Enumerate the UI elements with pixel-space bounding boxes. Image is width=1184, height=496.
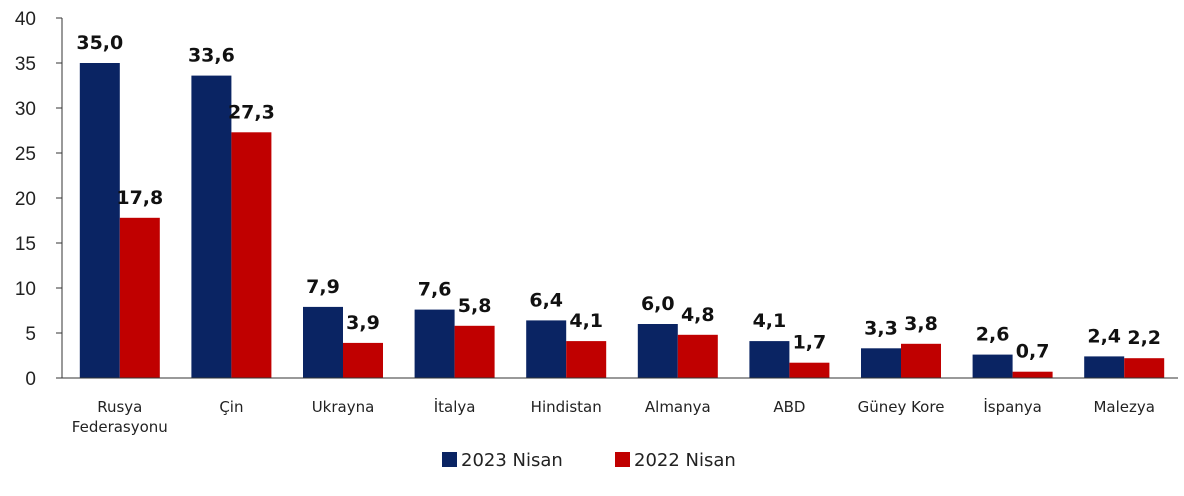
bar-2022	[566, 341, 606, 378]
y-tick-label: 35	[15, 54, 36, 75]
data-label: 4,1	[753, 310, 787, 332]
y-axis: 0 5 10 15 20 25 30 35 40	[15, 9, 62, 390]
x-category-label: Ukrayna	[312, 398, 375, 416]
x-category-label: İtalya	[434, 397, 476, 416]
data-label: 2,6	[976, 324, 1010, 346]
y-tick-label: 30	[15, 99, 36, 120]
data-label: 5,8	[458, 295, 492, 317]
legend-swatch	[615, 452, 630, 467]
data-label: 6,4	[529, 289, 563, 311]
data-label: 0,7	[1016, 341, 1050, 363]
x-category-label: Almanya	[645, 398, 711, 416]
x-axis: Rusya Federasyonu Çin Ukrayna İtalya Hindista…	[62, 378, 1178, 436]
bar-2023	[973, 355, 1013, 378]
data-label: 3,9	[346, 312, 380, 334]
y-tick-label: 0	[25, 369, 36, 390]
y-tick-label: 10	[15, 279, 36, 300]
data-label: 7,9	[306, 276, 340, 298]
legend-label: 2023 Nisan	[461, 450, 563, 471]
data-label: 7,6	[418, 279, 452, 301]
y-tick-label: 40	[15, 9, 36, 30]
bar-2023	[526, 320, 566, 378]
legend-label: 2022 Nisan	[634, 450, 736, 471]
data-label: 3,8	[904, 313, 938, 335]
bar-2022	[343, 343, 383, 378]
legend: 2023 Nisan 2022 Nisan	[442, 450, 736, 471]
data-label: 27,3	[228, 101, 275, 123]
y-tick-label: 5	[25, 324, 36, 345]
bar-2022	[1013, 372, 1053, 378]
bar-2023	[749, 341, 789, 378]
x-category-label: İspanya	[983, 397, 1042, 416]
x-category-label: Rusya Federasyonu	[72, 398, 168, 436]
x-category-label: Malezya	[1093, 398, 1154, 416]
x-category-label: ABD	[773, 398, 805, 416]
data-label: 4,8	[681, 304, 715, 326]
x-category-label: Çin	[219, 398, 243, 416]
data-label: 2,2	[1127, 327, 1161, 349]
bar-2023	[861, 348, 901, 378]
bar-2022	[455, 326, 495, 378]
data-label: 6,0	[641, 293, 675, 315]
bar-2022	[1124, 358, 1164, 378]
data-label: 4,1	[569, 310, 603, 332]
bar-2022	[678, 335, 718, 378]
data-label: 33,6	[188, 45, 235, 67]
x-category-label: Güney Kore	[858, 398, 945, 416]
legend-swatch	[442, 452, 457, 467]
data-label: 1,7	[793, 332, 827, 354]
bar-2022	[789, 363, 829, 378]
bar-2022	[231, 132, 271, 378]
x-category-label: Hindistan	[531, 398, 602, 416]
bar-2023	[638, 324, 678, 378]
bar-2023	[303, 307, 343, 378]
bar-2022	[120, 218, 160, 378]
bar-2023	[191, 76, 231, 378]
y-tick-label: 25	[15, 144, 36, 165]
data-label: 3,3	[864, 317, 898, 339]
data-label: 17,8	[116, 187, 163, 209]
y-tick-label: 20	[15, 189, 36, 210]
bar-2023	[1084, 356, 1124, 378]
data-label: 35,0	[76, 32, 123, 54]
bar-2023	[80, 63, 120, 378]
data-label: 2,4	[1087, 325, 1121, 347]
bar-2022	[901, 344, 941, 378]
bar-2023	[415, 310, 455, 378]
y-tick-label: 15	[15, 234, 36, 255]
